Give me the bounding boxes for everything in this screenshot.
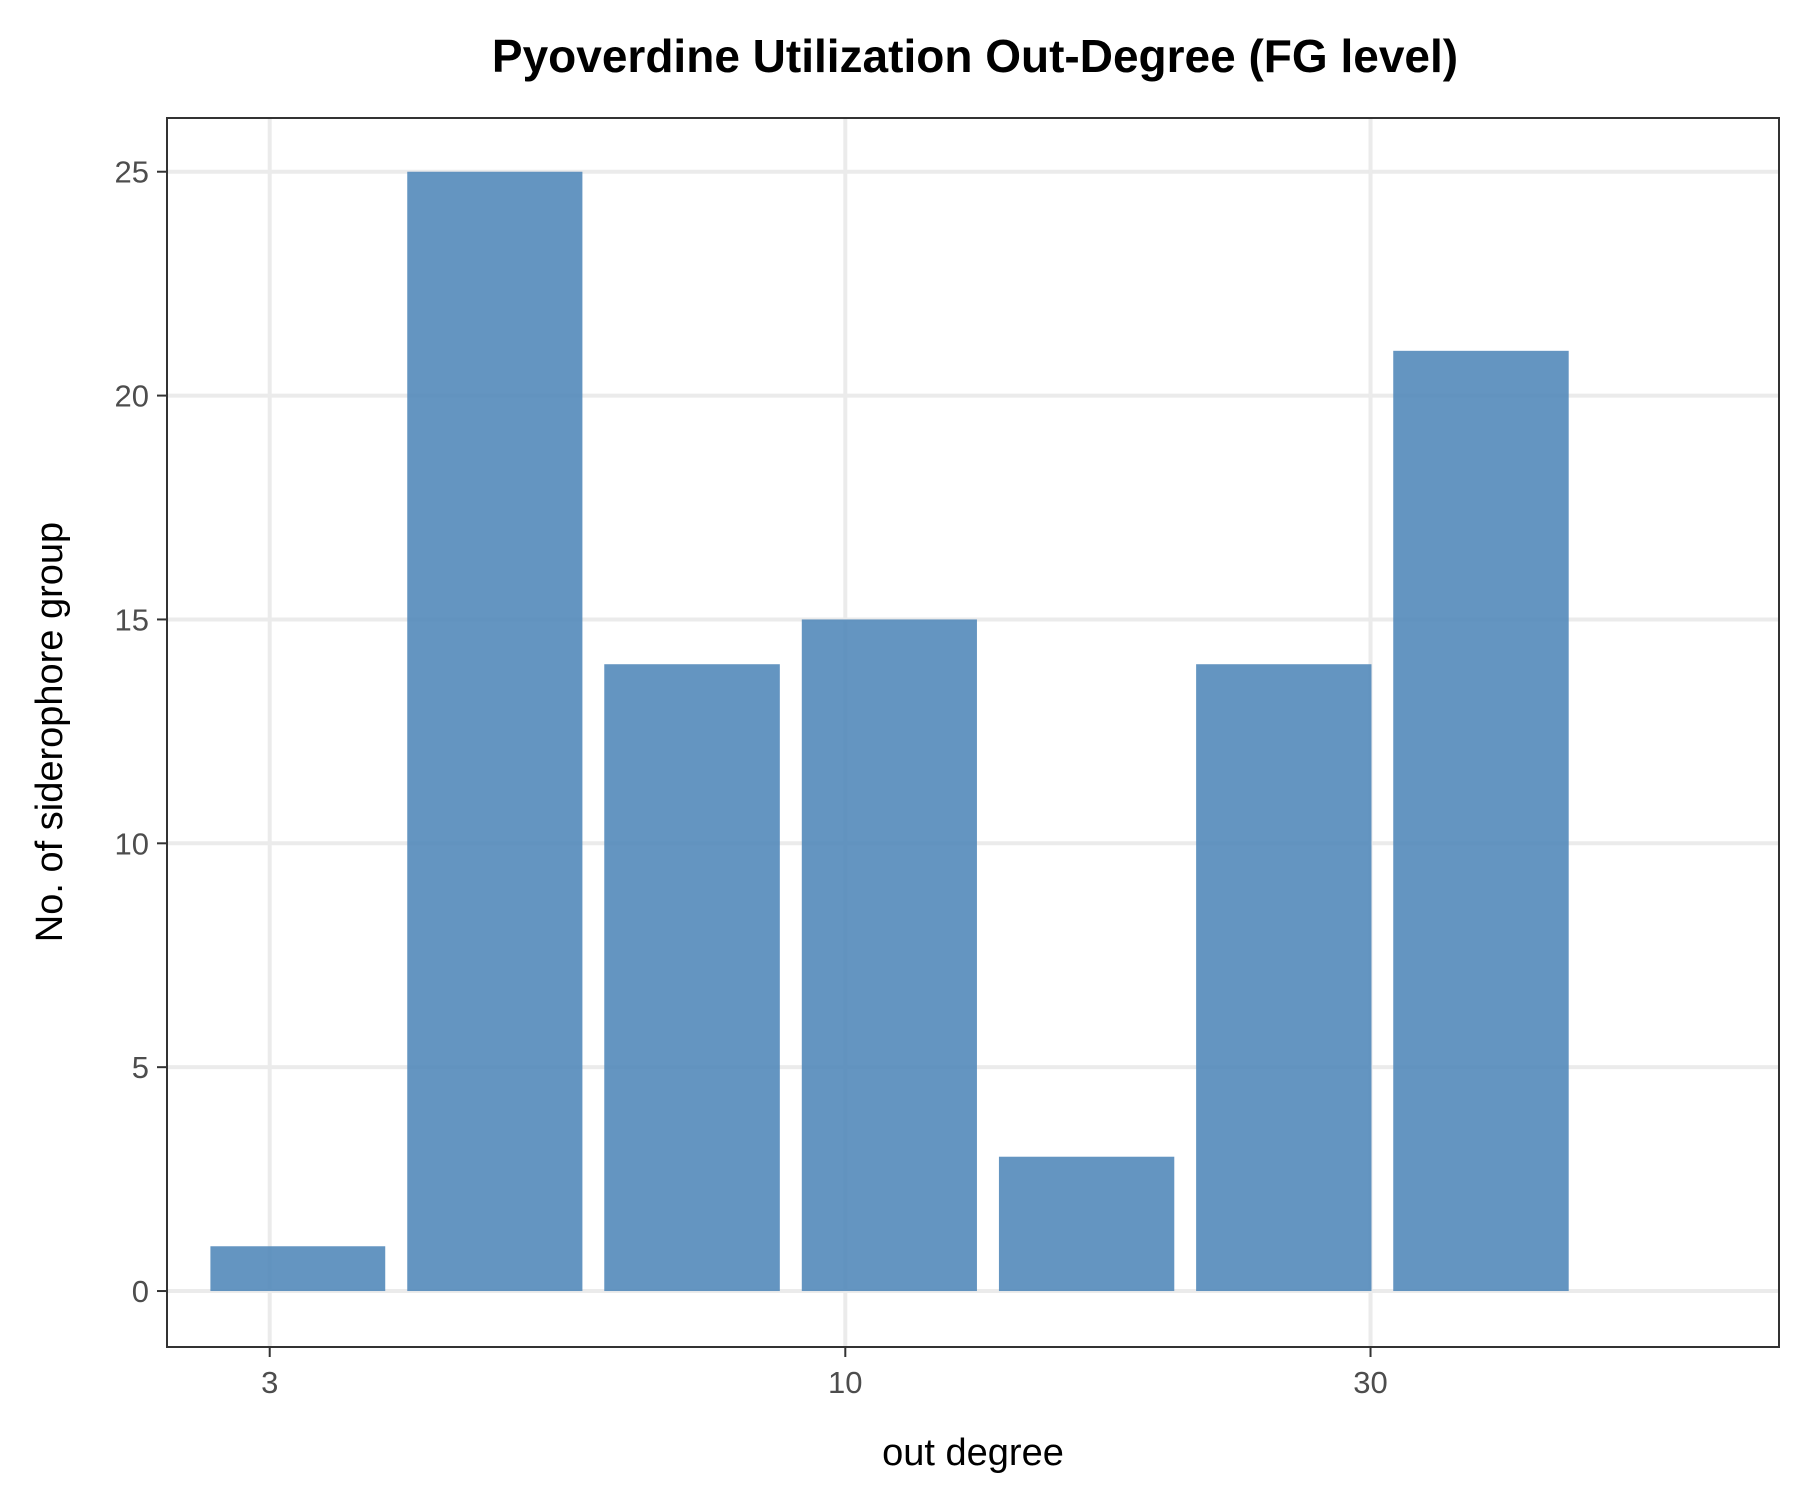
histogram-bar [1196, 664, 1372, 1292]
bars [210, 171, 1569, 1292]
y-tick-label: 5 [132, 1050, 149, 1085]
y-axis-title: No. of siderophore group [29, 522, 71, 942]
y-tick-label: 15 [115, 602, 149, 637]
y-tick-label: 20 [115, 379, 149, 414]
y-axis-ticks: 0 5 10 15 20 25 [115, 155, 167, 1309]
x-axis-title: out degree [882, 1432, 1064, 1474]
chart-title: Pyoverdine Utilization Out-Degree (FG le… [492, 30, 1458, 82]
histogram-bar [407, 171, 583, 1292]
y-tick-label: 25 [115, 155, 149, 190]
histogram-bar [801, 619, 977, 1292]
y-tick-label: 10 [115, 826, 149, 861]
x-tick-label: 3 [261, 1365, 278, 1400]
histogram-bar [210, 1246, 386, 1292]
x-tick-label: 30 [1353, 1365, 1387, 1400]
histogram-bar [998, 1156, 1175, 1292]
y-tick-label: 0 [132, 1274, 149, 1309]
histogram-bar [604, 664, 780, 1292]
plot-border [166, 117, 1780, 1348]
histogram-bar [1393, 350, 1569, 1292]
x-tick-label: 10 [828, 1365, 862, 1400]
x-axis-ticks: 3 10 30 [261, 1347, 1388, 1400]
